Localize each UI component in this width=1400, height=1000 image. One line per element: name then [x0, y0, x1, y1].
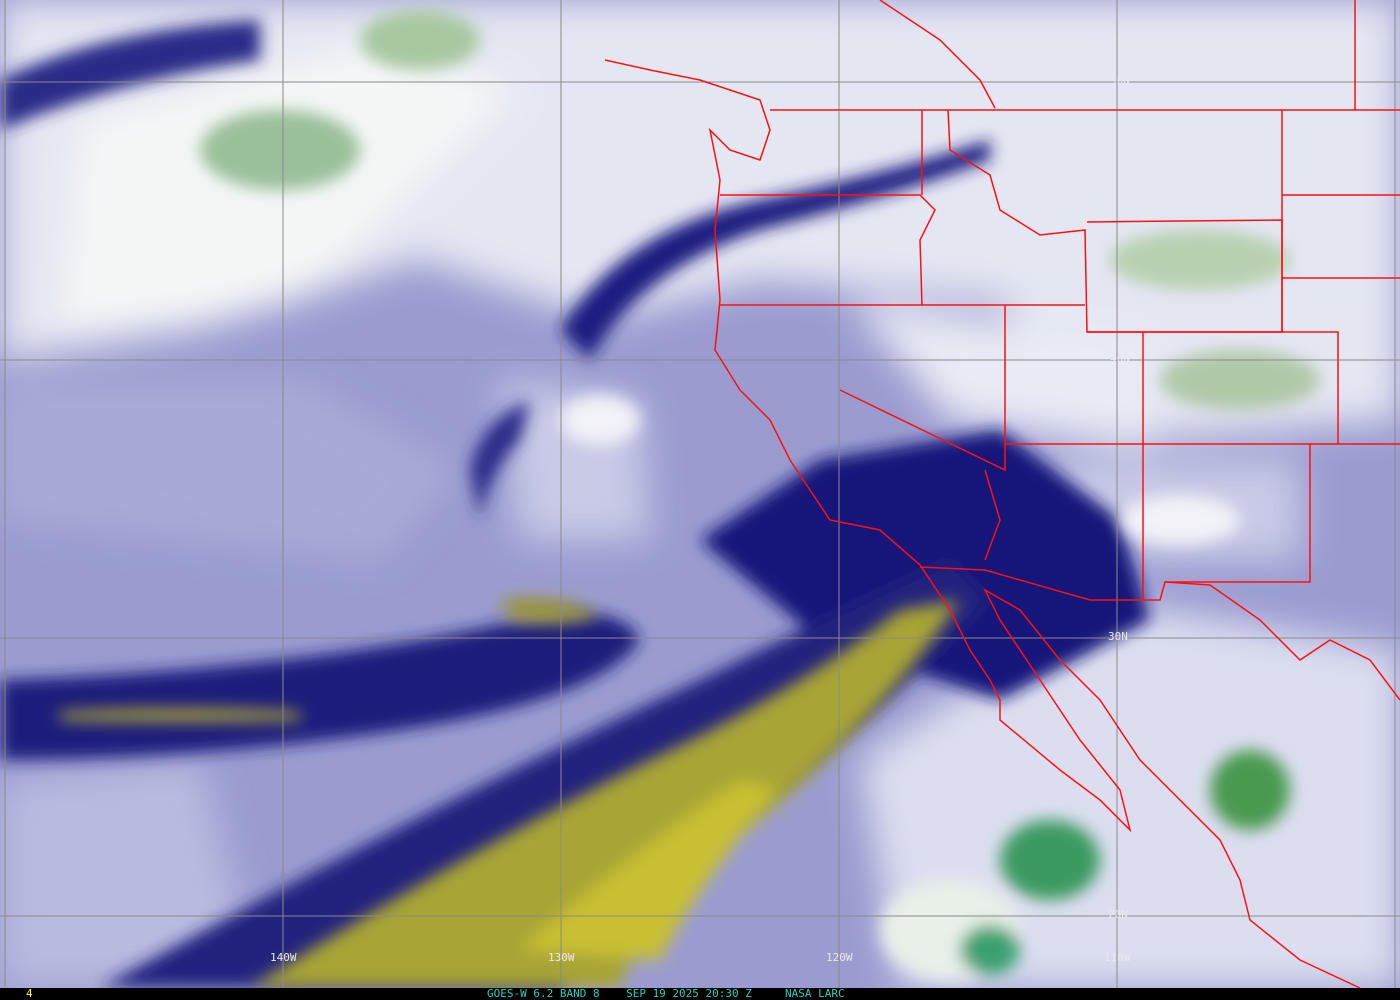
lon-label-110w: 110W: [1104, 951, 1131, 964]
frame-number: 4: [26, 987, 33, 1000]
very-dry-plumes: [60, 597, 960, 988]
status-bar: 4 GOES-W 6.2 BAND 8 SEP 19 2025 20:30 Z …: [0, 988, 1400, 1000]
lat-label-50n: 50N: [1110, 74, 1130, 87]
lat-label-40n: 40N: [1110, 352, 1130, 365]
lon-label-140w: 140W: [270, 951, 297, 964]
lat-label-20n: 20N: [1108, 908, 1128, 921]
lon-label-120w: 120W: [826, 951, 853, 964]
lat-label-30n: 30N: [1108, 630, 1128, 643]
political-borders: [604, 0, 1400, 988]
image-caption: GOES-W 6.2 BAND 8 SEP 19 2025 20:30 Z NA…: [487, 987, 845, 1000]
clouds: [200, 10, 1320, 980]
lon-label-130w: 130W: [548, 951, 575, 964]
